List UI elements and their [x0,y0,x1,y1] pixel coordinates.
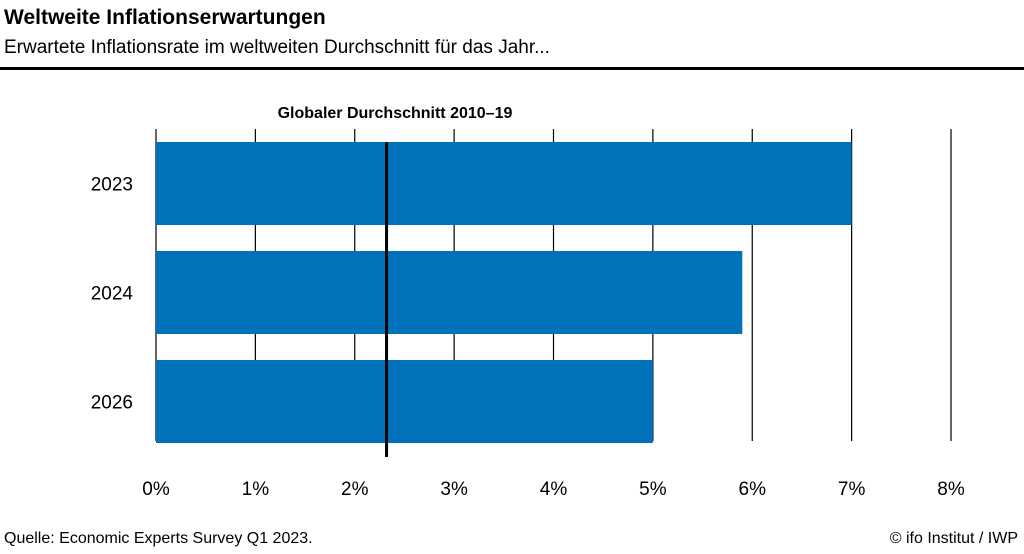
header-divider [0,67,1024,70]
bar-2026 [156,360,653,443]
x-tick-label: 3% [440,479,468,500]
category-labels: 2023 2024 2026 [91,175,134,414]
bar-2024 [156,251,743,334]
copyright-credit: © ifo Institut / IWP [889,530,1018,547]
category-label: 2024 [91,284,134,305]
x-tick-label: 7% [838,479,866,500]
reference-line-label: Globaler Durchschnitt 2010–19 [278,105,513,122]
x-axis-tick-labels: 0% 1% 2% 3% 4% 5% 6% 7% 8% [142,479,965,500]
reference-line-group: Globaler Durchschnitt 2010–19 [278,105,513,457]
bars [156,142,852,443]
x-tick-label: 5% [639,479,667,500]
category-label: 2023 [91,175,133,196]
bar-2023 [156,142,852,225]
x-tick-label: 8% [937,479,965,500]
source-note: Quelle: Economic Experts Survey Q1 2023. [4,530,313,547]
x-tick-label: 4% [540,479,568,500]
chart-title: Weltweite Inflationserwartungen [4,6,326,29]
category-label: 2026 [91,393,133,414]
x-tick-label: 0% [142,479,170,500]
x-tick-label: 2% [341,479,369,500]
chart-subtitle: Erwartete Inflationsrate im weltweiten D… [4,37,550,58]
x-tick-label: 6% [739,479,767,500]
x-tick-label: 1% [242,479,270,500]
